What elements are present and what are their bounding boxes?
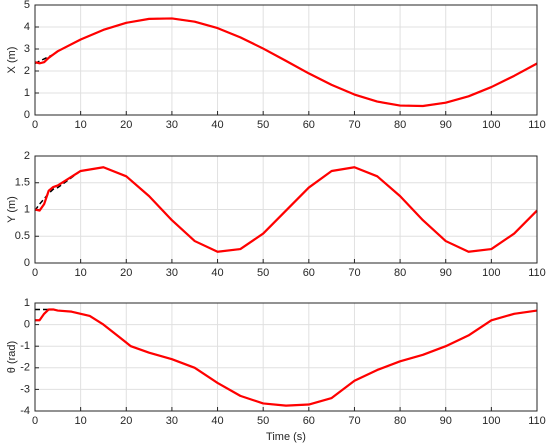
x-tick-label: 110 — [528, 415, 546, 427]
x-axis-label: Time (s) — [266, 431, 306, 443]
y-tick-label: 1 — [24, 297, 30, 309]
y-axis-label: θ (rad) — [6, 341, 18, 373]
plot-area — [35, 303, 537, 411]
y-tick-label: 5 — [24, 0, 30, 11]
x-tick-label: 80 — [394, 267, 406, 279]
x-tick-label: 90 — [440, 267, 452, 279]
x-tick-label: 10 — [75, 267, 87, 279]
x-tick-label: 80 — [394, 119, 406, 131]
y-tick-label: 0 — [24, 109, 30, 121]
series-line — [35, 308, 538, 407]
y-tick-label: -4 — [20, 405, 30, 417]
x-tick-label: 60 — [303, 415, 315, 427]
x-tick-label: 110 — [528, 267, 546, 279]
y-tick-label: 2 — [24, 150, 30, 162]
x-tick-label: 50 — [257, 415, 269, 427]
x-tick-label: 30 — [166, 119, 178, 131]
y-tick-label: -2 — [20, 362, 30, 374]
series-line — [34, 17, 538, 108]
x-tick-label: 40 — [211, 415, 223, 427]
x-tick-label: 0 — [32, 119, 38, 131]
x-tick-label: 30 — [166, 415, 178, 427]
x-tick-label: 50 — [257, 267, 269, 279]
x-tick-label: 0 — [32, 267, 38, 279]
axes-box — [34, 155, 538, 264]
x-tick-label: 10 — [75, 415, 87, 427]
y-axis-label: Y (m) — [6, 196, 18, 223]
x-tick-label: 20 — [120, 415, 132, 427]
x-tick-label: 0 — [32, 415, 38, 427]
x-tick-label: 10 — [75, 119, 87, 131]
x-tick-label: 20 — [120, 267, 132, 279]
x-tick-label: 60 — [303, 267, 315, 279]
y-tick-label: -1 — [20, 340, 30, 352]
x-tick-label: 100 — [482, 415, 500, 427]
x-tick-label: 30 — [166, 267, 178, 279]
x-tick-label: 70 — [348, 119, 360, 131]
x-tick-label: 100 — [482, 119, 500, 131]
x-tick-label: 40 — [211, 267, 223, 279]
y-tick-label: 1 — [24, 87, 30, 99]
x-tick-label: 40 — [211, 119, 223, 131]
axes-box — [34, 302, 538, 412]
x-tick-label: 90 — [440, 119, 452, 131]
y-tick-label: 4 — [24, 21, 30, 33]
y-tick-label: 3 — [24, 43, 30, 55]
x-tick-label: 90 — [440, 415, 452, 427]
y-axis-label: X (m) — [6, 47, 18, 74]
y-tick-label: 0 — [24, 319, 30, 331]
y-tick-label: 1 — [24, 203, 30, 215]
axes-box — [34, 4, 538, 116]
x-tick-label: 70 — [348, 415, 360, 427]
x-tick-label: 20 — [120, 119, 132, 131]
y-tick-label: 2 — [24, 65, 30, 77]
x-tick-label: 70 — [348, 267, 360, 279]
x-tick-label: 80 — [394, 415, 406, 427]
y-tick-label: 0 — [24, 257, 30, 269]
x-tick-label: 60 — [303, 119, 315, 131]
x-tick-label: 50 — [257, 119, 269, 131]
y-tick-label: 1.5 — [15, 177, 30, 189]
x-tick-label: 110 — [528, 119, 546, 131]
x-tick-label: 100 — [482, 267, 500, 279]
y-tick-label: -3 — [20, 383, 30, 395]
series-line — [34, 166, 538, 253]
y-tick-label: 0.5 — [15, 230, 30, 242]
